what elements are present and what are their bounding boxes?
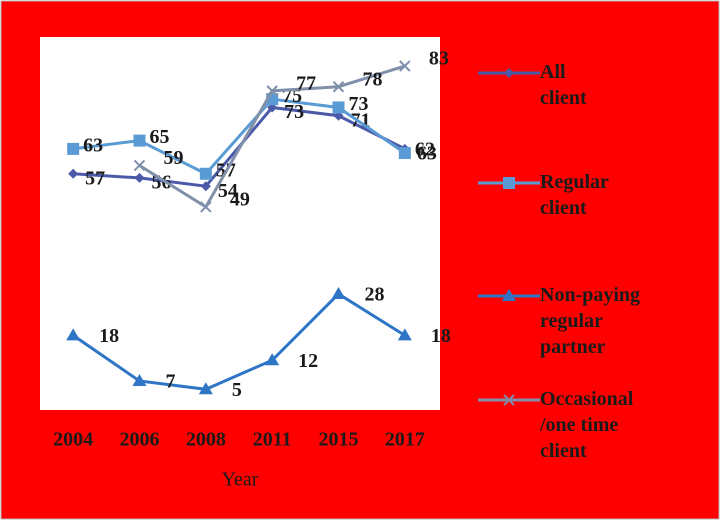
marker <box>504 68 514 78</box>
data-label: 65 <box>150 126 170 148</box>
series-line <box>72 97 406 176</box>
data-label: 18 <box>99 325 119 347</box>
x-axis-label: Year <box>222 469 259 491</box>
data-label: 18 <box>431 325 451 347</box>
marker <box>133 134 146 147</box>
marker <box>266 85 278 97</box>
legend-label: All client <box>540 61 587 109</box>
x-tick-label: 2008 <box>186 429 226 451</box>
data-label: 78 <box>363 68 383 90</box>
marker <box>399 60 411 72</box>
data-label: 57 <box>85 167 105 189</box>
marker <box>134 172 145 183</box>
data-label: 49 <box>230 189 250 211</box>
marker <box>502 289 516 301</box>
x-tick-label: 2006 <box>120 429 160 451</box>
legend-label: Regular client <box>540 171 609 219</box>
data-label: 54 <box>218 180 238 202</box>
marker <box>66 328 81 341</box>
marker <box>200 181 211 192</box>
series-line <box>72 292 406 391</box>
data-label: 77 <box>296 72 316 94</box>
marker <box>68 168 79 179</box>
marker <box>397 328 412 341</box>
marker <box>331 286 346 299</box>
legend-label: Non-paying regular partner <box>540 284 640 358</box>
marker <box>503 177 515 189</box>
legend-label: Occasional/one time client <box>539 388 634 462</box>
marker <box>198 382 213 395</box>
data-label: 73 <box>349 93 369 115</box>
marker <box>67 142 80 155</box>
data-label: 63 <box>83 134 103 156</box>
data-label: 59 <box>164 147 184 169</box>
data-label: 5 <box>232 379 242 401</box>
marker <box>332 81 345 93</box>
marker <box>199 167 212 180</box>
marker <box>398 147 411 160</box>
data-label: 12 <box>298 350 318 372</box>
marker <box>503 394 515 406</box>
x-tick-label: 2017 <box>385 429 425 451</box>
data-label: 73 <box>284 101 304 123</box>
marker <box>332 101 345 114</box>
data-label: 7 <box>166 371 176 393</box>
data-label: 62 <box>415 139 435 161</box>
x-tick-label: 2015 <box>319 429 359 451</box>
marker <box>265 353 280 366</box>
data-label: 83 <box>429 48 449 70</box>
marker <box>133 159 146 172</box>
x-tick-label: 2011 <box>253 429 292 451</box>
marker <box>200 201 212 213</box>
data-label: 28 <box>365 284 385 306</box>
marker <box>132 373 147 386</box>
data-label: 63 <box>417 142 437 164</box>
plot-area <box>40 37 440 410</box>
x-tick-label: 2004 <box>53 429 93 451</box>
